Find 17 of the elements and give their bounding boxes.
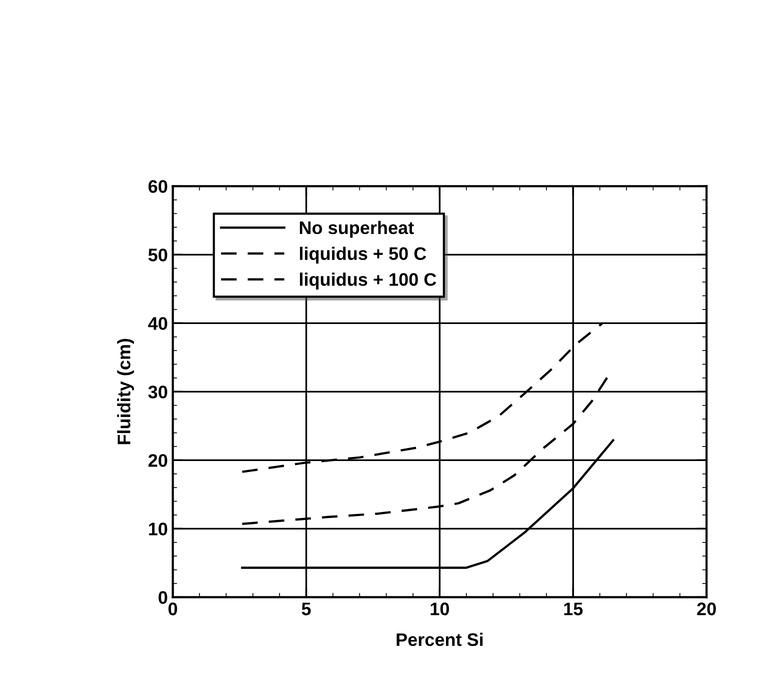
y-tick-label: 0: [158, 591, 168, 604]
x-tick-label: 0: [168, 602, 178, 616]
legend-label: No superheat: [300, 220, 414, 238]
legend-label: liquidus + 50 C: [300, 246, 426, 264]
x-tick-label: 10: [430, 602, 449, 616]
y-tick-label: 10: [148, 522, 168, 536]
legend-label: liquidus + 100 C: [300, 272, 436, 290]
y-tick-label: 50: [148, 248, 168, 262]
y-axis-title: Fluidity (cm): [117, 338, 134, 444]
x-axis-title: Percent Si: [396, 632, 483, 646]
y-tick-label: 60: [148, 180, 168, 193]
x-tick-label: 20: [697, 602, 716, 616]
y-tick-label: 40: [148, 317, 168, 330]
x-tick-label: 5: [302, 602, 311, 616]
x-tick-label: 15: [564, 602, 583, 616]
y-tick-label: 30: [148, 386, 168, 398]
y-tick-label: 20: [148, 454, 168, 467]
